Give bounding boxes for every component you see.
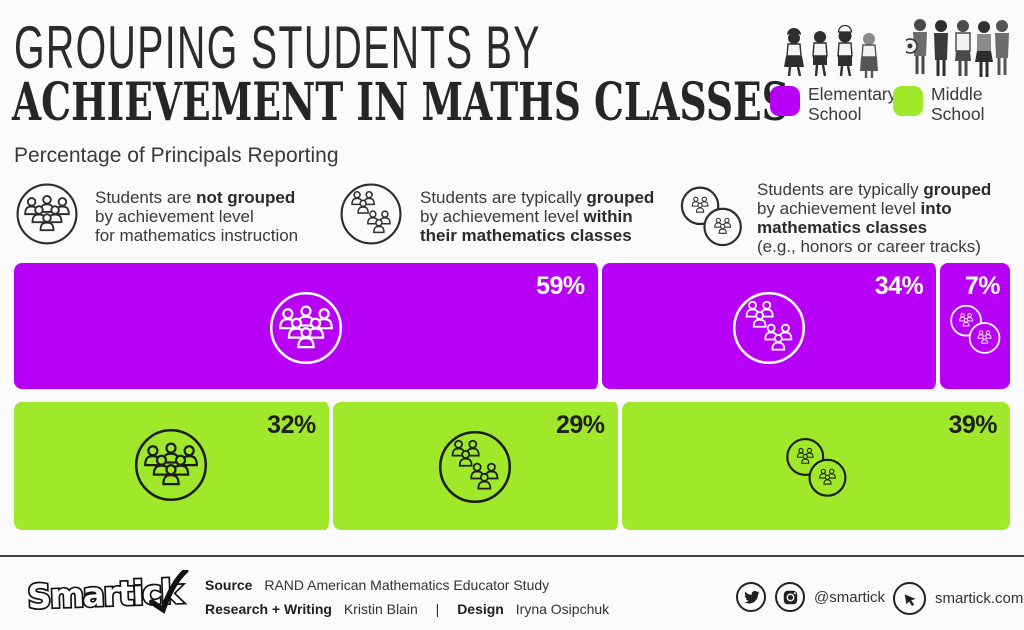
source-credit: Source RAND American Mathematics Educato… <box>205 577 549 593</box>
middle-school-students-illustration <box>906 19 1009 77</box>
not-grouped-icon <box>267 289 345 367</box>
credits-line: Research + Writing Kristin Blain | Desig… <box>205 601 609 617</box>
grouped-into-classes-icon <box>778 434 854 500</box>
research-label: Research + Writing <box>205 601 332 617</box>
source-text: RAND American Mathematics Educator Study <box>264 577 550 593</box>
elementary-students-illustration <box>784 24 878 78</box>
elementary-color-swatch <box>770 86 800 116</box>
bar-segment-elementary-grouped-into: 7% <box>940 263 1010 389</box>
footer-divider <box>0 555 1024 557</box>
elementary-school-bar: 59% 34% 7% <box>14 263 1010 389</box>
bar-segment-middle-not-grouped: 32% <box>14 402 333 530</box>
grouped-within-classes-icon <box>338 181 404 247</box>
value-label: 29% <box>556 411 605 439</box>
twitter-icon[interactable] <box>736 582 766 612</box>
grouped-into-classes-icon <box>672 184 750 248</box>
credit-separator: | <box>435 601 440 617</box>
design-text: Iryna Osipchuk <box>515 601 610 617</box>
legend-middle-label-line1: Middle <box>931 84 983 104</box>
page-subtitle: Percentage of Principals Reporting <box>14 144 339 167</box>
middle-school-bar: 32% 29% 39% <box>14 402 1010 530</box>
value-label: 59% <box>536 272 585 300</box>
bar-segment-middle-grouped-into: 39% <box>621 402 1010 530</box>
legend-item-middle: Middle School <box>893 84 1003 124</box>
not-grouped-icon <box>132 426 210 504</box>
website-text[interactable]: smartick.com <box>935 590 1024 607</box>
design-label: Design <box>457 601 504 617</box>
value-label: 32% <box>267 411 316 439</box>
legend-elementary-label-line2: School <box>808 104 862 124</box>
bar-segment-elementary-not-grouped: 59% <box>14 263 602 389</box>
legend-item-elementary: Elementary School <box>770 84 897 124</box>
value-label: 39% <box>948 411 997 439</box>
bar-segment-middle-grouped-within: 29% <box>332 402 622 530</box>
page-title-line2: ACHIEVEMENT IN MATHS CLASSES <box>12 72 789 134</box>
category-2-description: Students are typically grouped by achiev… <box>420 188 655 245</box>
grouped-into-classes-icon <box>944 301 1006 357</box>
source-label: Source <box>205 577 253 593</box>
value-label: 34% <box>874 272 924 300</box>
social-links: @smartick <box>736 582 885 612</box>
middle-color-swatch <box>893 86 923 116</box>
not-grouped-icon <box>14 181 80 247</box>
instagram-icon[interactable] <box>775 582 805 612</box>
bar-segment-elementary-grouped-within: 34% <box>601 263 941 389</box>
social-handle[interactable]: @smartick <box>814 588 886 606</box>
legend-middle-label-line2: School <box>931 104 985 124</box>
category-1-description: Students are not grouped by achievement … <box>95 188 299 245</box>
website-link: smartick.com <box>893 582 1023 615</box>
page-title-line1: GROUPING STUDENTS BY <box>14 13 541 82</box>
value-label: 7% <box>964 272 1001 300</box>
smartick-logo: Smartick <box>26 570 189 618</box>
legend-elementary-label-line1: Elementary <box>808 84 897 104</box>
grouped-within-classes-icon <box>730 289 808 367</box>
category-3-description: Students are typically grouped by achiev… <box>757 180 992 256</box>
cursor-icon[interactable] <box>893 582 926 615</box>
grouped-within-classes-icon <box>436 428 514 506</box>
research-text: Kristin Blain <box>343 601 418 617</box>
